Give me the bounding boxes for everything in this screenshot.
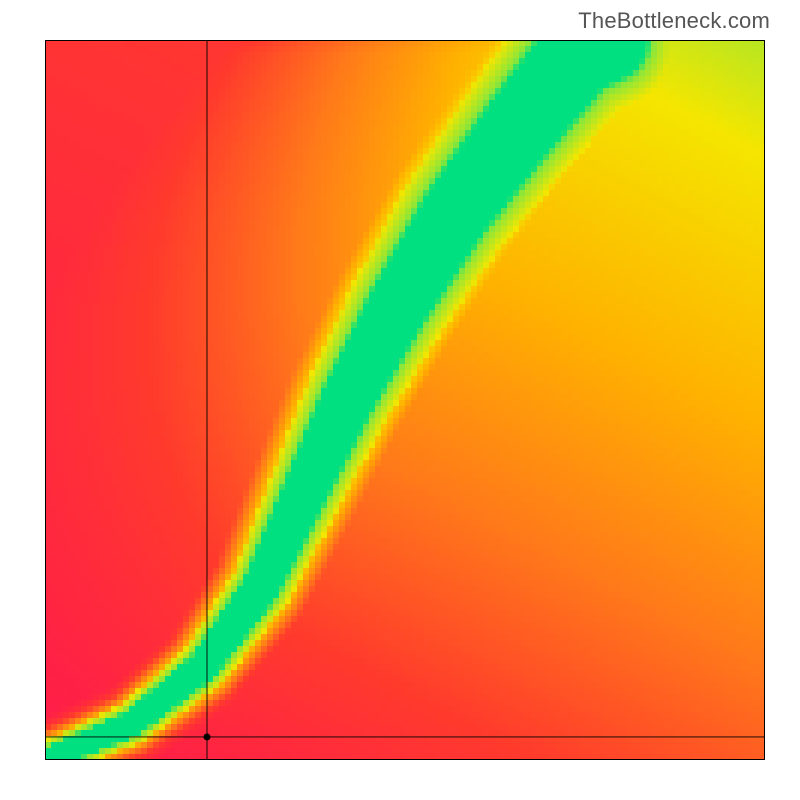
- bottleneck-heatmap: [45, 40, 765, 760]
- chart-container: TheBottleneck.com: [0, 0, 800, 800]
- watermark-text: TheBottleneck.com: [578, 8, 770, 34]
